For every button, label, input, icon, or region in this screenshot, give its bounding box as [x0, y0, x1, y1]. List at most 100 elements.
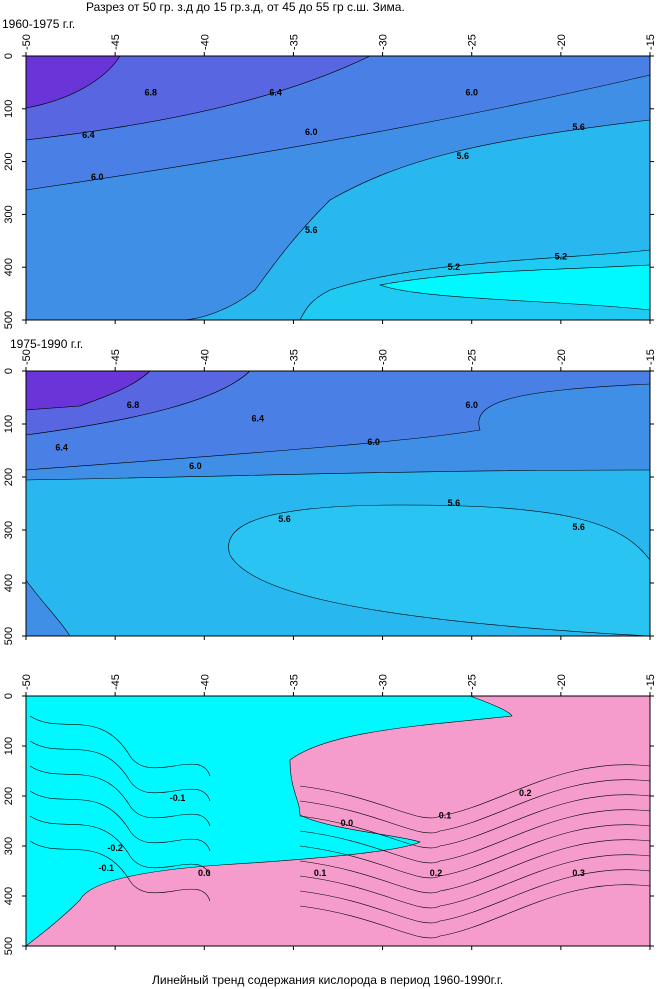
y-tick-label: 100 — [3, 100, 15, 118]
contour-line — [299, 779, 651, 834]
contour-label: 6.0 — [91, 172, 104, 182]
fill-region — [25, 55, 651, 191]
x-tick-label: -20 — [556, 349, 568, 365]
y-tick-label: 0 — [3, 693, 15, 699]
y-tick-label: 200 — [3, 468, 15, 486]
contour-label: 6.0 — [465, 400, 478, 410]
fill-region — [25, 370, 651, 471]
x-tick-label: -50 — [21, 349, 33, 365]
y-tick-label: 100 — [3, 737, 15, 755]
x-tick-label: -35 — [288, 674, 300, 690]
y-tick-label: 100 — [3, 415, 15, 433]
contour-label: 5.6 — [448, 498, 461, 508]
x-tick-label: -35 — [288, 349, 300, 365]
contour-label: 0.0 — [341, 818, 354, 828]
contour-line — [29, 740, 211, 802]
x-tick-label: -40 — [199, 349, 211, 365]
x-tick-label: -25 — [467, 674, 479, 690]
plot-frame — [25, 695, 651, 947]
y-tick-label: 300 — [3, 837, 15, 855]
chart-caption: Линейный тренд содержания кислорода в пе… — [152, 973, 504, 987]
contour-label: 5.6 — [572, 122, 585, 132]
x-tick-label: -35 — [288, 34, 300, 50]
y-tick-label: 400 — [3, 887, 15, 905]
fill-region — [378, 264, 651, 311]
contour-line — [29, 765, 211, 827]
contour-label: 0.1 — [314, 868, 327, 878]
x-tick-label: -25 — [467, 34, 479, 50]
contour-line — [29, 815, 211, 877]
contour-line — [299, 869, 651, 924]
x-tick-label: -25 — [467, 349, 479, 365]
x-tick-label: -15 — [645, 674, 657, 690]
x-tick-label: -20 — [556, 34, 568, 50]
fill-region — [228, 504, 651, 637]
fill-region — [25, 695, 513, 947]
y-tick-label: 200 — [3, 787, 15, 805]
panel-subtitle: 1975-1990 г.г. — [10, 337, 83, 351]
y-tick-label: 0 — [3, 368, 15, 374]
contour-line — [299, 794, 651, 849]
contour-label: 0.3 — [572, 868, 585, 878]
contour-label: 6.8 — [145, 88, 158, 98]
contour-label: 6.8 — [127, 400, 140, 410]
y-tick-label: 200 — [3, 152, 15, 170]
x-tick-label: -40 — [199, 34, 211, 50]
contour-label: 6.4 — [55, 443, 68, 453]
x-tick-label: -50 — [21, 34, 33, 50]
contour-label: 0.2 — [519, 788, 532, 798]
contour-label: 6.0 — [367, 437, 380, 447]
x-tick-label: -45 — [110, 34, 122, 50]
contour-label: 6.0 — [465, 88, 478, 98]
contour-label: 5.6 — [278, 514, 291, 524]
y-tick-label: 500 — [3, 627, 15, 645]
x-tick-label: -30 — [378, 349, 390, 365]
x-tick-label: -20 — [556, 674, 568, 690]
panel-2: -50 -45 -40 -35 -30 -25 -20 -15 0 100 200 300 400 500… — [3, 337, 657, 645]
panel-3: -50 -45 -40 -35 -30 -25 -20 -15 0 100 200 300 400 500… — [3, 674, 657, 955]
plot-frame — [25, 370, 651, 637]
y-tick-label: 0 — [3, 53, 15, 59]
y-tick-label: 400 — [3, 258, 15, 276]
x-tick-label: -45 — [110, 349, 122, 365]
x-tick-label: -15 — [645, 34, 657, 50]
contour-line — [29, 840, 211, 902]
x-tick-label: -30 — [378, 674, 390, 690]
contour-label: -0.2 — [107, 843, 123, 853]
contour-line — [299, 884, 651, 939]
contour-label: 5.6 — [572, 522, 585, 532]
y-tick-label: 300 — [3, 205, 15, 223]
contour-line — [299, 824, 651, 879]
contour-label: 5.2 — [448, 262, 461, 272]
contour-label: 0.1 — [439, 811, 452, 821]
y-tick-label: 500 — [3, 311, 15, 329]
contour-label: 6.4 — [252, 413, 265, 423]
x-tick-label: -50 — [21, 674, 33, 690]
panel-1: -50 -45 -40 -35 -30 -25 -20 -15 0 100 200 300 400 500… — [2, 17, 657, 329]
contour-label: 5.2 — [555, 251, 568, 261]
x-tick-label: -30 — [378, 34, 390, 50]
contour-label: 6.0 — [305, 127, 318, 137]
y-tick-label: 300 — [3, 521, 15, 539]
x-tick-label: -40 — [199, 674, 211, 690]
contour-line — [299, 809, 651, 864]
y-tick-label: 400 — [3, 574, 15, 592]
contour-line — [29, 715, 211, 777]
x-tick-label: -15 — [645, 349, 657, 365]
contour-line — [299, 839, 651, 894]
x-tick-label: -45 — [110, 674, 122, 690]
contour-label: 5.6 — [457, 151, 470, 161]
contour-line — [299, 854, 651, 909]
contour-label: -0.1 — [170, 793, 186, 803]
contour-line — [299, 764, 651, 819]
contour-label: -0.1 — [98, 863, 114, 873]
chart-title: Разрез от 50 гр. з.д до 15 гр.з.д, от 45… — [86, 0, 405, 14]
contour-label: 5.6 — [305, 225, 318, 235]
y-tick-label: 500 — [3, 937, 15, 955]
contour-line — [29, 790, 211, 852]
contour-label: 6.4 — [269, 88, 282, 98]
plot-frame — [25, 55, 651, 321]
contour-label: 0.2 — [430, 868, 443, 878]
panel-subtitle: 1960-1975 г.г. — [2, 17, 75, 31]
